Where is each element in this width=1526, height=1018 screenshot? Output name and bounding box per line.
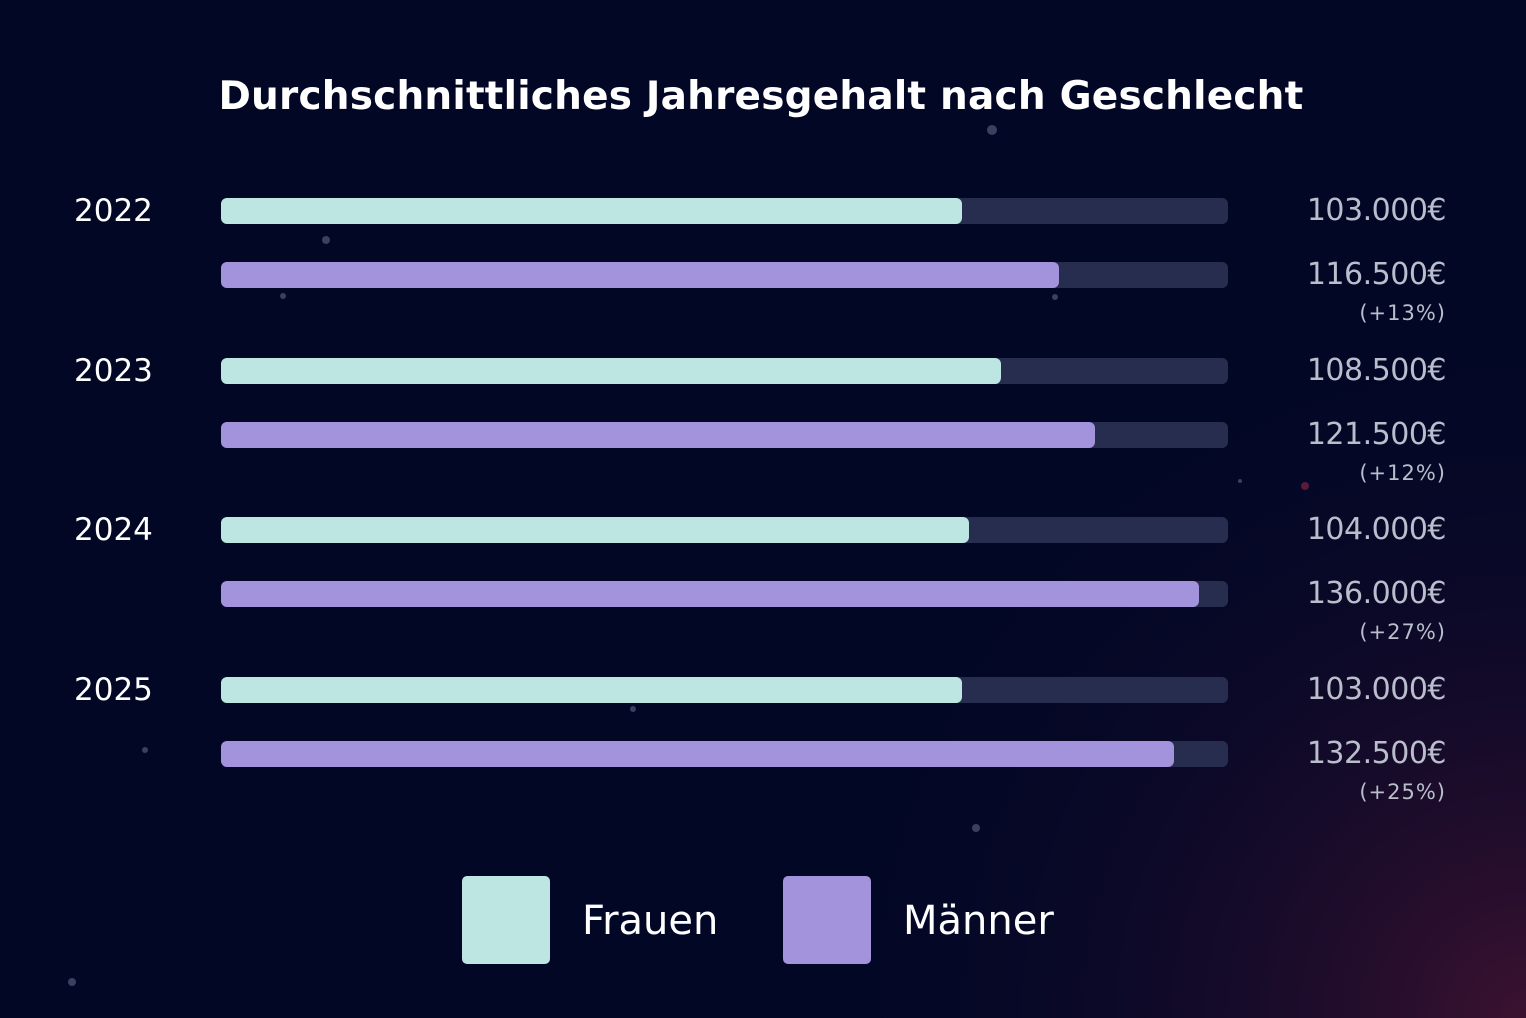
legend-label-maenner: Männer — [903, 898, 1054, 944]
value-label-maenner: 132.500€ — [1306, 736, 1447, 772]
bar-track-maenner — [221, 581, 1228, 608]
value-label-frauen: 108.500€ — [1306, 352, 1447, 388]
bar-frauen — [221, 198, 962, 224]
bar-maenner — [221, 421, 1095, 448]
year-label: 2024 — [74, 512, 153, 549]
bar-maenner — [221, 262, 1059, 288]
value-label-frauen: 104.000€ — [1306, 512, 1447, 548]
value-label-frauen: 103.000€ — [1306, 193, 1447, 228]
bar-maenner — [221, 581, 1200, 608]
value-label-maenner: 116.500€ — [1306, 257, 1447, 292]
year-label: 2023 — [74, 352, 153, 389]
chart-title: Durchschnittliches Jahresgehalt nach Ges… — [218, 74, 1304, 119]
value-label-maenner: 136.000€ — [1306, 576, 1447, 612]
bar-track-frauen — [221, 677, 1228, 704]
legend-swatch-maenner — [783, 876, 871, 964]
bar-track-frauen — [221, 357, 1228, 384]
bar-track-frauen — [221, 198, 1228, 224]
bar-track-maenner — [221, 741, 1228, 768]
bar-frauen — [221, 517, 970, 544]
bar-maenner — [221, 741, 1175, 768]
value-label-maenner: 121.500€ — [1306, 416, 1447, 452]
year-label: 2022 — [74, 193, 153, 229]
bar-track-maenner — [221, 421, 1228, 448]
bar-frauen — [221, 677, 962, 704]
bar-frauen — [221, 357, 1002, 384]
bar-track-maenner — [221, 262, 1228, 288]
value-label-frauen: 103.000€ — [1306, 672, 1447, 708]
legend-swatch-frauen — [462, 876, 550, 964]
difference-label: (+25%) — [1359, 780, 1446, 805]
legend-label-frauen: Frauen — [582, 898, 719, 944]
bar-track-frauen — [221, 517, 1228, 544]
difference-label: (+12%) — [1359, 460, 1446, 485]
difference-label: (+13%) — [1359, 301, 1446, 325]
year-label: 2025 — [74, 672, 153, 709]
difference-label: (+27%) — [1359, 620, 1446, 645]
